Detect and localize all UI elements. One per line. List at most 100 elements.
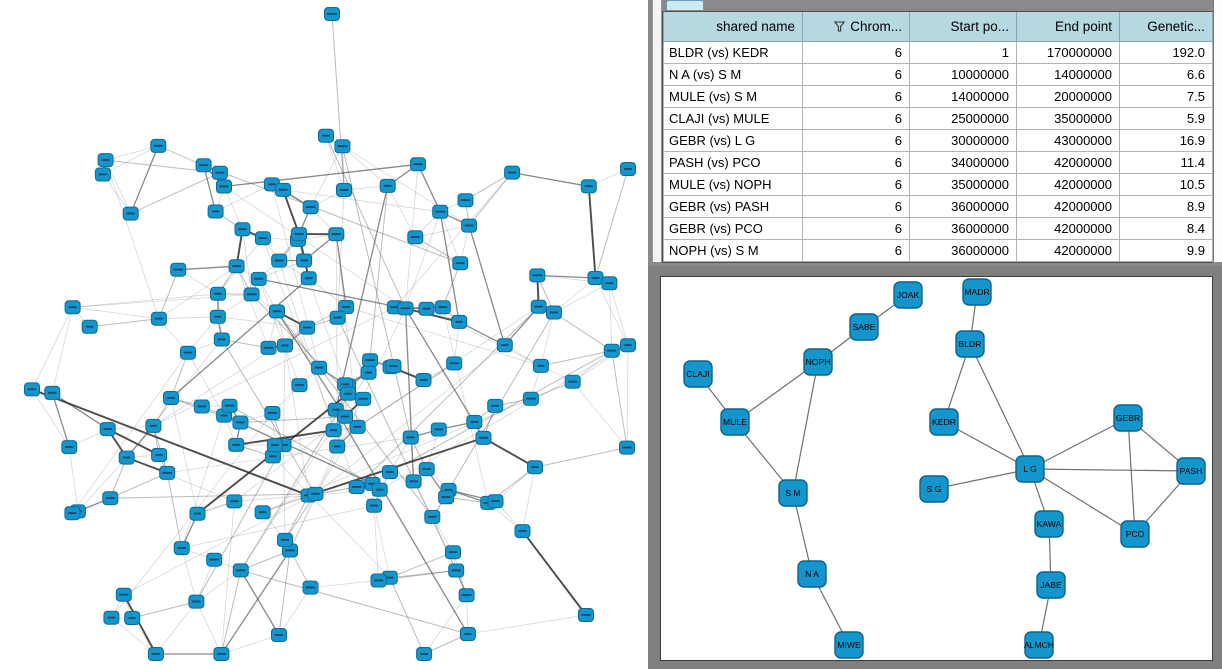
network-node-NOPH[interactable]: NOPH <box>803 348 833 376</box>
table-cell[interactable]: 6 <box>802 40 910 64</box>
network-node[interactable] <box>457 193 474 208</box>
network-edge[interactable] <box>240 416 346 423</box>
table-cell[interactable]: 30000000 <box>909 128 1017 152</box>
network-node[interactable] <box>213 332 230 347</box>
network-edge[interactable] <box>111 617 157 655</box>
network-edge[interactable] <box>368 185 389 373</box>
network-edge[interactable] <box>110 493 316 499</box>
network-edge[interactable] <box>51 392 109 430</box>
network-node[interactable] <box>151 448 168 462</box>
network-node[interactable] <box>580 179 597 194</box>
network-edge[interactable] <box>389 577 425 655</box>
network-edge[interactable] <box>511 171 589 187</box>
network-edge[interactable] <box>170 397 198 514</box>
network-edge[interactable] <box>77 457 127 512</box>
table-cell[interactable]: 14000000 <box>909 84 1017 108</box>
network-edge[interactable] <box>308 278 346 385</box>
network-node[interactable] <box>226 494 243 509</box>
network-edge[interactable] <box>126 457 235 502</box>
table-cell[interactable]: 6 <box>802 150 910 174</box>
network-edge[interactable] <box>276 311 346 418</box>
network-node[interactable] <box>271 628 287 642</box>
network-edge[interactable] <box>223 186 406 309</box>
table-cell[interactable]: 8.4 <box>1119 216 1213 240</box>
network-edge[interactable] <box>170 352 189 399</box>
network-node[interactable] <box>434 300 451 315</box>
network-edge[interactable] <box>181 415 225 549</box>
network-edge[interactable] <box>272 456 391 578</box>
network-edge-GEBR-PCO[interactable] <box>1127 417 1136 535</box>
network-node[interactable] <box>243 287 260 302</box>
network-edge[interactable] <box>123 493 316 596</box>
network-node-SABE[interactable]: SABE <box>849 313 879 341</box>
network-edge[interactable] <box>236 429 334 446</box>
network-node[interactable] <box>355 391 372 406</box>
network-edge[interactable] <box>387 185 416 238</box>
network-edge[interactable] <box>105 145 159 161</box>
network-edge-LG-PCO[interactable] <box>1029 468 1136 535</box>
network-edge[interactable] <box>442 307 489 503</box>
table-cell[interactable]: 10000000 <box>909 62 1017 86</box>
network-edge[interactable] <box>611 350 628 448</box>
table-row[interactable]: BLDR (vs) KEDR 6 1 170000000 192.0 <box>663 40 1213 64</box>
network-node[interactable] <box>206 552 223 567</box>
network-edge[interactable] <box>72 306 159 320</box>
table-cell[interactable]: 6.6 <box>1119 62 1213 86</box>
network-node[interactable] <box>232 563 249 578</box>
network-node[interactable] <box>163 391 179 405</box>
network-edge[interactable] <box>251 294 349 395</box>
network-edge[interactable] <box>483 437 536 469</box>
network-edge[interactable] <box>595 168 629 279</box>
network-edge[interactable] <box>325 135 406 309</box>
network-edge[interactable] <box>626 345 629 448</box>
network-node[interactable] <box>371 482 388 497</box>
network-node[interactable] <box>302 580 319 595</box>
network-node[interactable] <box>337 409 353 424</box>
network-edge[interactable] <box>240 570 280 636</box>
network-node[interactable] <box>407 230 424 245</box>
network-node[interactable] <box>147 647 164 661</box>
table-cell[interactable]: 170000000 <box>1016 40 1120 64</box>
network-node[interactable] <box>209 309 226 324</box>
table-cell[interactable]: 34000000 <box>909 150 1017 174</box>
network-node[interactable] <box>620 338 636 353</box>
network-edge[interactable] <box>195 444 284 602</box>
network-node[interactable] <box>325 423 342 438</box>
network-node[interactable] <box>189 506 206 521</box>
table-cell[interactable]: 36000000 <box>909 216 1017 240</box>
network-node[interactable] <box>348 480 365 494</box>
network-edge[interactable] <box>468 225 506 346</box>
network-node-PCO[interactable]: PCO <box>1120 520 1150 548</box>
network-edge[interactable] <box>335 185 389 410</box>
network-node[interactable] <box>397 301 414 316</box>
network-edge[interactable] <box>229 405 373 485</box>
network-edge[interactable] <box>170 277 310 399</box>
network-edge[interactable] <box>284 495 310 541</box>
table-cell[interactable]: 42000000 <box>1016 216 1120 240</box>
network-edge[interactable] <box>315 426 358 495</box>
network-node[interactable] <box>299 320 316 335</box>
network-edge[interactable] <box>153 306 396 427</box>
network-edge[interactable] <box>289 493 316 551</box>
network-node[interactable] <box>173 541 190 556</box>
network-edge[interactable] <box>236 266 269 349</box>
network-edge[interactable] <box>220 550 291 655</box>
network-node[interactable] <box>451 314 468 329</box>
network-node[interactable] <box>150 311 167 326</box>
network-edge[interactable] <box>215 184 273 212</box>
network-node[interactable] <box>266 438 283 453</box>
network-node[interactable] <box>150 138 167 153</box>
network-node[interactable] <box>216 179 232 194</box>
network-node[interactable] <box>603 343 620 358</box>
network-edge-NOPH-SM[interactable] <box>792 361 819 494</box>
network-node[interactable] <box>269 304 285 319</box>
network-edge[interactable] <box>223 186 243 230</box>
network-node[interactable] <box>382 465 398 480</box>
table-cell[interactable]: 16.9 <box>1119 128 1213 152</box>
network-edge[interactable] <box>31 389 70 448</box>
network-node[interactable] <box>102 491 119 506</box>
table-cell[interactable]: CLAJI (vs) MULE <box>663 106 803 130</box>
table-cell[interactable]: 6 <box>802 172 910 196</box>
network-edge[interactable] <box>310 580 379 588</box>
network-edge[interactable] <box>335 409 469 635</box>
